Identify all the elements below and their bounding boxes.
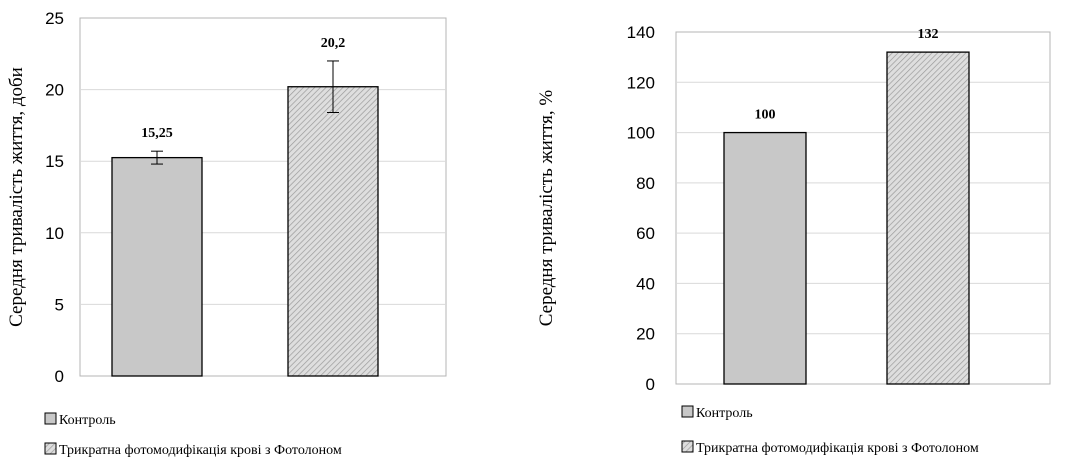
y-tick-label: 20	[636, 325, 655, 344]
y-tick-label: 60	[636, 224, 655, 243]
y-tick-label: 10	[45, 224, 64, 243]
legend-entry: Контроль	[59, 413, 116, 428]
y-tick-label: 100	[627, 124, 655, 143]
plot-area-border	[79, 17, 447, 377]
chart-2: 0 20 40 60 80 100 120 140 Середня тривалість жит…	[536, 23, 1051, 456]
y-tick-label: 80	[636, 174, 655, 193]
y-tick-label: 0	[646, 375, 655, 394]
y-axis-title: Середня тривалість життя, %	[536, 90, 557, 327]
y-tick-label: 140	[627, 23, 655, 42]
bar-treated	[287, 86, 379, 377]
bar-control	[723, 131, 807, 385]
legend-swatch	[681, 440, 694, 453]
legend-entry: Трикратна фотомодифікація крові з Фотоло…	[696, 441, 979, 456]
bar-treated	[886, 51, 970, 385]
y-tick-label: 20	[45, 81, 64, 100]
y-tick-label: 25	[45, 9, 64, 28]
data-label: 100	[755, 108, 776, 123]
legend-entry: Трикратна фотомодифікація крові з Фотоло…	[59, 443, 342, 458]
y-axis-title: Середня тривалість життя, доби	[6, 67, 27, 327]
legend-swatch	[681, 405, 694, 418]
legend-swatch	[44, 442, 57, 455]
chart-1: 0 5 10 15 20 25 Середня тривалість життя, доби…	[6, 9, 447, 458]
legend-swatch	[44, 412, 57, 425]
plot-area-border	[675, 31, 1051, 385]
data-label: 15,25	[141, 126, 173, 141]
y-tick-label: 15	[45, 152, 64, 171]
y-tick-label: 5	[55, 295, 64, 314]
data-label: 132	[918, 27, 939, 42]
data-label: 20,2	[321, 36, 346, 51]
legend-entry: Контроль	[696, 406, 753, 421]
y-tick-label: 40	[636, 274, 655, 293]
y-tick-label: 0	[55, 367, 64, 386]
bar-control	[111, 156, 203, 377]
y-tick-label: 120	[627, 73, 655, 92]
